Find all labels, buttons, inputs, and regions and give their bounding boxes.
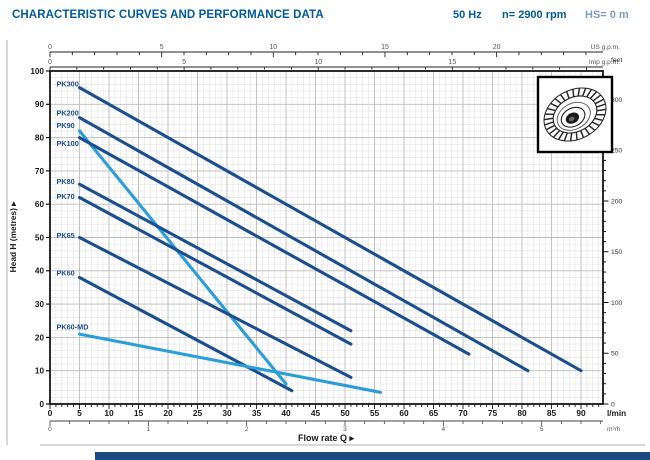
curve-label-PK100: PK100 [56, 139, 78, 148]
pump-curves: PK300 PK200 PK90 PK100 PK80 PK70 PK65 PK60 PK60-… [56, 79, 583, 394]
svg-text:45: 45 [311, 408, 321, 418]
x-axis-caption: Flow rate Q ▸ [298, 433, 355, 443]
svg-text:5: 5 [160, 44, 164, 51]
svg-text:5: 5 [77, 408, 82, 418]
svg-text:70: 70 [458, 408, 468, 418]
svg-text:20: 20 [35, 333, 45, 342]
grid-major [49, 70, 603, 405]
curve-PK70 [77, 195, 353, 346]
svg-text:0: 0 [48, 59, 52, 66]
curve-PK200 [77, 116, 530, 373]
svg-text:60: 60 [35, 200, 45, 209]
svg-text:80: 80 [517, 408, 527, 418]
svg-text:50: 50 [611, 351, 619, 358]
svg-text:0: 0 [48, 408, 53, 418]
curve-label-PK65: PK65 [56, 231, 74, 240]
curve-PK100 [77, 136, 471, 356]
curve-label-PK200: PK200 [56, 109, 78, 118]
curve-label-PK60: PK60 [56, 268, 74, 277]
x-axis-m3h: 0 1 2 3 4 5 m³/h [48, 420, 621, 433]
svg-text:3: 3 [343, 426, 347, 433]
svg-text:65: 65 [429, 408, 439, 418]
svg-text:50: 50 [35, 233, 45, 242]
svg-text:0: 0 [48, 426, 52, 433]
x-axis-impgpm: 0 5 10 15 Imp g.p.m. [48, 59, 620, 71]
svg-text:60: 60 [399, 408, 409, 418]
svg-text:5: 5 [182, 59, 186, 66]
svg-text:10: 10 [35, 367, 45, 376]
curve-PK90 [77, 129, 288, 386]
svg-text:15: 15 [381, 44, 389, 51]
impeller-icon [543, 87, 607, 142]
svg-text:10: 10 [104, 408, 114, 418]
svg-text:Imp g.p.m.: Imp g.p.m. [589, 59, 620, 66]
svg-text:20: 20 [163, 408, 173, 418]
svg-text:25: 25 [193, 408, 203, 418]
svg-text:55: 55 [370, 408, 380, 418]
svg-text:15: 15 [134, 408, 144, 418]
svg-text:250: 250 [611, 148, 623, 155]
impeller-inset [536, 75, 614, 154]
page-frame [6, 40, 645, 446]
svg-text:90: 90 [576, 408, 586, 418]
svg-text:30: 30 [35, 300, 45, 309]
svg-text:10: 10 [269, 44, 277, 51]
svg-text:40: 40 [35, 267, 45, 276]
curve-label-PK70: PK70 [56, 192, 74, 201]
svg-text:200: 200 [611, 198, 623, 205]
curve-PK60-MD [77, 332, 382, 394]
svg-text:70: 70 [35, 167, 45, 176]
curve-PK300 [77, 86, 583, 373]
svg-text:0: 0 [48, 44, 52, 51]
y-axis-metres: 0 10 20 30 40 50 60 70 80 90 100 Head H (metres) ▸ [8, 67, 50, 409]
y-axis-title: Head H (metres) ▸ [8, 201, 18, 273]
curve-label-PK80: PK80 [56, 177, 74, 186]
curve-label-PK300: PK300 [56, 79, 78, 88]
svg-text:15: 15 [448, 59, 456, 66]
svg-text:80: 80 [35, 134, 45, 143]
page-title: CHARACTERISTIC CURVES AND PERFORMANCE DA… [12, 9, 324, 21]
svg-text:100: 100 [611, 300, 623, 307]
svg-text:35: 35 [252, 408, 262, 418]
rotation-speed-value: n= 2900 rpm [502, 9, 567, 21]
svg-text:40: 40 [281, 408, 291, 418]
curve-PK80 [77, 182, 353, 333]
x-axis-title: Flow rate Q ▸ [298, 433, 355, 443]
svg-text:150: 150 [611, 249, 623, 256]
x-axis-usgpm: 0 5 10 15 20 US g.p.m. [48, 44, 620, 58]
curve-PK60 [77, 275, 294, 393]
svg-text:50: 50 [340, 408, 350, 418]
svg-text:0: 0 [39, 400, 44, 409]
svg-text:75: 75 [488, 408, 498, 418]
svg-text:20: 20 [493, 44, 501, 51]
curve-PK65 [77, 235, 353, 379]
svg-text:90: 90 [35, 100, 45, 109]
svg-text:300: 300 [611, 97, 623, 104]
svg-text:2: 2 [245, 426, 249, 433]
svg-text:100: 100 [30, 67, 44, 76]
svg-text:US g.p.m.: US g.p.m. [591, 44, 620, 51]
svg-text:4: 4 [442, 426, 446, 433]
svg-text:85: 85 [547, 408, 557, 418]
curve-label-PK90: PK90 [56, 121, 74, 130]
svg-text:10: 10 [314, 59, 322, 66]
suction-head-value: HS= 0 m [585, 9, 629, 21]
table-header-bar [95, 452, 650, 460]
curve-label-PK60-MD: PK60-MD [56, 322, 88, 331]
x-axis-lmin: 0 5 10 15 20 25 30 35 40 45 50 55 60 65 70 75 80 85 90 l/mi… [48, 404, 626, 418]
feet-axis-title: feet [611, 57, 622, 64]
header: CHARACTERISTIC CURVES AND PERFORMANCE DA… [0, 0, 650, 30]
lmin-axis-title: l/min [607, 409, 626, 418]
svg-text:30: 30 [222, 408, 232, 418]
svg-text:1: 1 [146, 426, 150, 433]
svg-text:5: 5 [540, 426, 544, 433]
m3h-axis-title: m³/h [607, 426, 621, 433]
svg-text:0: 0 [611, 401, 615, 408]
frequency-value: 50 Hz [453, 9, 482, 21]
